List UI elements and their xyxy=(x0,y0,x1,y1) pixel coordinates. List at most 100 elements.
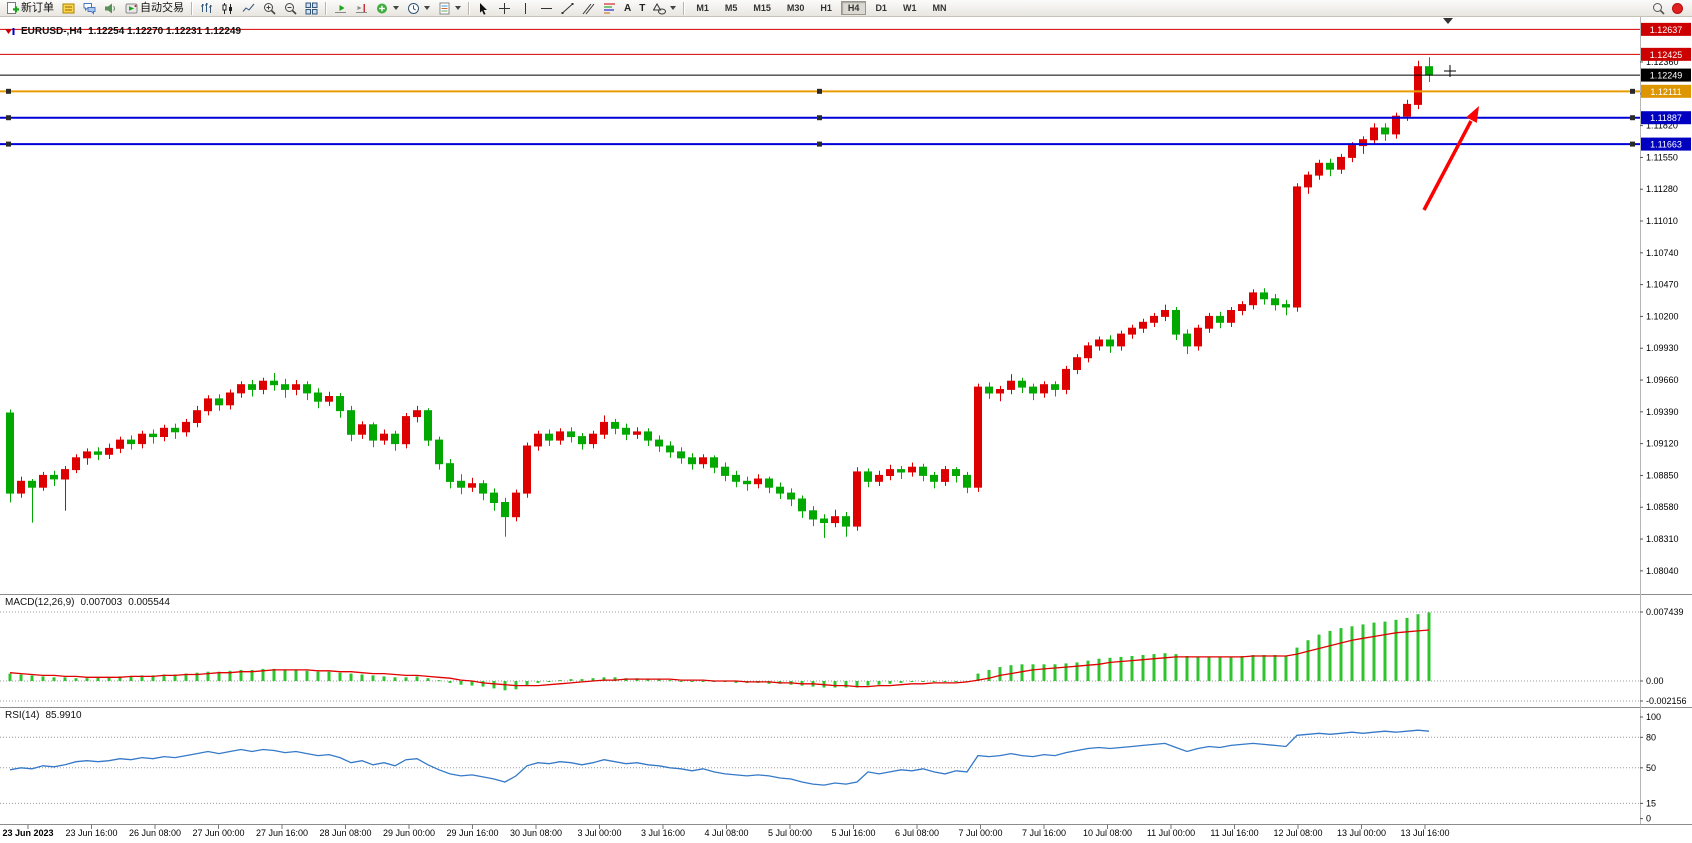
svg-text:1.12111: 1.12111 xyxy=(1650,87,1681,97)
line-handle[interactable] xyxy=(6,115,11,121)
templates-button[interactable] xyxy=(435,1,464,16)
dropdown-caret-icon xyxy=(393,6,399,10)
time-tick-label: 11 Jul 00:00 xyxy=(1147,828,1195,838)
candle-body xyxy=(644,431,652,441)
timeframe-button-m15[interactable]: M15 xyxy=(746,1,778,15)
candlestick-chart-button[interactable] xyxy=(218,1,237,16)
candle-body xyxy=(402,416,410,445)
candle-body xyxy=(391,433,399,445)
main-toolbar: 新订单 自动交易 xyxy=(0,0,1692,17)
candle-body xyxy=(248,384,256,390)
news-button[interactable] xyxy=(101,1,120,16)
candle-body xyxy=(996,389,1004,394)
price-tick-label: 1.08580 xyxy=(1646,502,1679,512)
candle-body xyxy=(336,396,344,412)
bar-chart-button[interactable] xyxy=(197,1,216,16)
timeframe-button-w1[interactable]: W1 xyxy=(896,1,924,15)
text-label-tool-button[interactable]: T xyxy=(635,3,649,14)
candle-body xyxy=(424,410,432,441)
time-tick-label: 23 Jun 2023 xyxy=(2,828,53,838)
crosshair-button[interactable] xyxy=(495,1,514,16)
vertical-line-button[interactable] xyxy=(516,1,535,16)
time-tick-label: 26 Jun 08:00 xyxy=(129,828,181,838)
channel-button[interactable] xyxy=(579,1,598,16)
periods-button[interactable] xyxy=(404,1,433,16)
toolbar-separator xyxy=(683,1,686,15)
line-handle[interactable] xyxy=(817,141,822,147)
candle-body xyxy=(61,469,69,480)
candle-body xyxy=(1403,103,1411,117)
candle-body xyxy=(556,431,564,441)
last-price-marker xyxy=(1444,65,1456,77)
timeframe-button-m5[interactable]: M5 xyxy=(718,1,745,15)
line-handle[interactable] xyxy=(6,88,11,94)
candle-body xyxy=(611,421,619,429)
candle-body xyxy=(985,386,993,394)
candle-body xyxy=(952,469,960,477)
tile-windows-button[interactable] xyxy=(302,1,321,16)
text-tool-button[interactable]: A xyxy=(620,3,635,14)
line-handle[interactable] xyxy=(1630,88,1635,94)
time-tick-label: 28 Jun 08:00 xyxy=(319,828,371,838)
metaeditor-button[interactable] xyxy=(59,1,78,16)
chart-shift-marker[interactable] xyxy=(1443,18,1453,24)
horizontal-line-1.11663[interactable] xyxy=(0,141,1640,147)
rsi-tick-label: 50 xyxy=(1646,763,1656,773)
line-handle[interactable] xyxy=(1630,141,1635,147)
indicators-button[interactable] xyxy=(373,1,402,16)
time-tick-label: 10 Jul 08:00 xyxy=(1083,828,1132,838)
price-tick-label: 1.09120 xyxy=(1646,439,1679,449)
candle-body xyxy=(226,392,234,406)
line-handle[interactable] xyxy=(1630,115,1635,121)
candle-body xyxy=(105,447,113,455)
macd-histogram xyxy=(8,612,1431,691)
zoom-in-button[interactable] xyxy=(260,1,279,16)
candle-body xyxy=(237,384,245,394)
horizontal-line-1.12111[interactable] xyxy=(0,88,1640,94)
time-tick-label: 5 Jul 00:00 xyxy=(768,828,812,838)
candle-body xyxy=(303,384,311,394)
time-tick-label: 29 Jun 16:00 xyxy=(446,828,498,838)
search-icon[interactable] xyxy=(1652,2,1665,15)
trendline-button[interactable] xyxy=(558,1,577,16)
line-handle[interactable] xyxy=(817,88,822,94)
macd-grid xyxy=(0,611,1640,702)
new-order-button[interactable]: 新订单 xyxy=(3,1,57,16)
candle-body xyxy=(160,427,168,437)
price-tick-label: 1.11280 xyxy=(1646,184,1678,194)
auto-scroll-button[interactable] xyxy=(331,1,350,16)
zoom-in-icon xyxy=(264,2,276,15)
new-order-icon xyxy=(7,1,19,14)
time-axis: 23 Jun 2023 23 Jun 16:00 26 Jun 08:00 27 Ju… xyxy=(2,824,1450,838)
horizontal-line-button[interactable] xyxy=(537,1,556,16)
candle-body xyxy=(688,457,696,465)
candle-body xyxy=(28,480,36,488)
candle-body xyxy=(479,483,487,494)
chart-shift-button[interactable] xyxy=(352,1,371,16)
horizontal-line-1.11887[interactable] xyxy=(0,115,1640,121)
line-chart-button[interactable] xyxy=(239,1,258,16)
line-handle[interactable] xyxy=(6,141,11,147)
chats-button[interactable] xyxy=(80,1,99,16)
timeframe-button-mn[interactable]: MN xyxy=(925,1,953,15)
line-handle[interactable] xyxy=(817,115,822,121)
auto-trading-icon xyxy=(125,3,138,13)
cursor-button[interactable] xyxy=(474,1,493,16)
auto-trading-button[interactable]: 自动交易 xyxy=(122,1,187,16)
shapes-button[interactable] xyxy=(650,1,679,16)
timeframe-button-m1[interactable]: M1 xyxy=(689,1,716,15)
timeframe-button-h1[interactable]: H1 xyxy=(813,1,839,15)
notification-badge[interactable] xyxy=(1672,2,1683,14)
timeframe-button-m30[interactable]: M30 xyxy=(780,1,812,15)
cursor-icon xyxy=(480,2,487,15)
candle-body xyxy=(1150,315,1158,323)
trend-arrow[interactable] xyxy=(1422,106,1479,211)
timeframe-button-h4[interactable]: H4 xyxy=(840,1,867,15)
candle-body xyxy=(281,384,289,390)
fibonacci-button[interactable] xyxy=(600,1,619,16)
timeframe-button-d1[interactable]: D1 xyxy=(868,1,894,15)
zoom-out-button[interactable] xyxy=(281,1,300,16)
price-tick-label: 1.09660 xyxy=(1646,375,1679,385)
